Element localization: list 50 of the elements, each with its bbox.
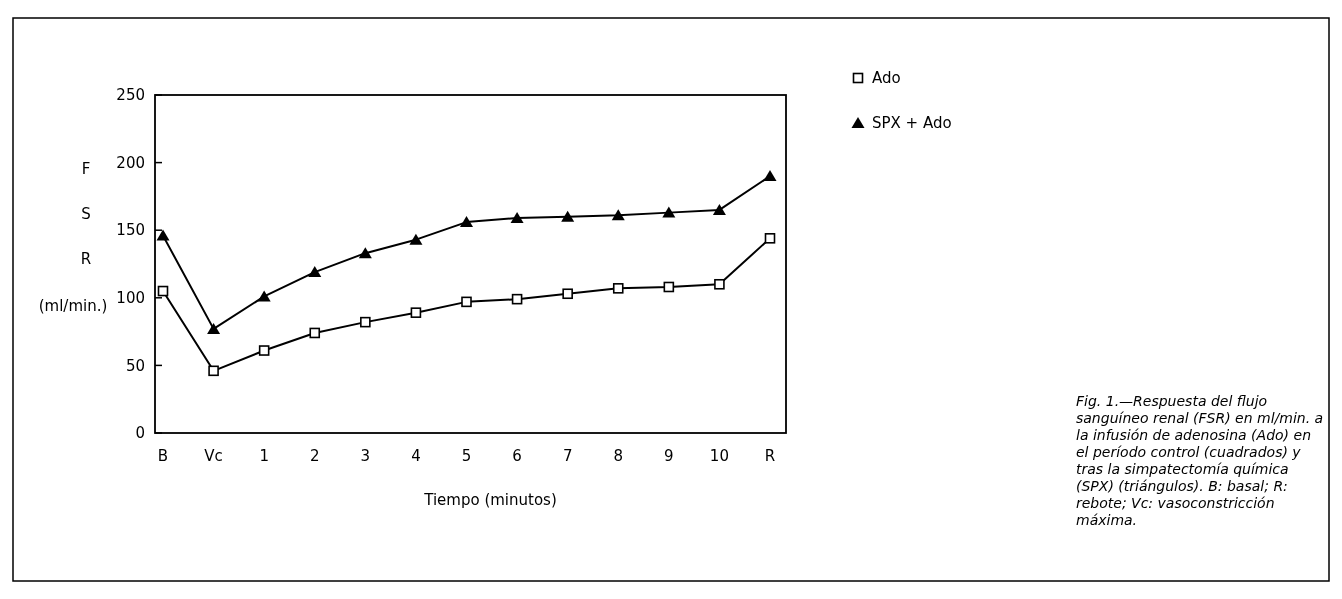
- caption: Fig. 1.—Respuesta del flujo sanguíneo renal (FSR) en ml/min. a la infusión de adenosina (Ado) en el período control (cuadrados) y tras la simpatectomía química (SPX) (triángulos). B: basal; R: rebote; Vc: vasoconstricción máxima.: [1076, 393, 1324, 528]
- point: [257, 290, 271, 302]
- x-tick-label: B: [157, 447, 169, 465]
- x-tick-label: 10: [709, 447, 729, 465]
- point: [511, 293, 523, 305]
- y-tick-label: 200: [116, 153, 145, 172]
- point: [611, 209, 625, 221]
- y-tick-label: 250: [116, 86, 145, 105]
- x-tick-label: 8: [613, 447, 624, 465]
- y-tick-label: 100: [116, 289, 145, 308]
- point: [208, 365, 219, 377]
- point: [258, 345, 270, 356]
- point: [714, 278, 725, 290]
- point: [562, 288, 573, 300]
- x-tick-label: 1: [259, 447, 269, 465]
- x-tick-label: R: [764, 447, 776, 465]
- point: [308, 266, 322, 278]
- point: [409, 233, 423, 245]
- x-axis-title: Tiempo (minutos): [423, 491, 557, 509]
- point: [561, 210, 575, 222]
- point: [157, 285, 169, 297]
- x-tick-label: 5: [461, 447, 472, 465]
- text: F S R (ml/min.): [38, 160, 108, 315]
- point: [156, 229, 170, 241]
- x-tick-label: 6: [512, 447, 522, 465]
- y-tick-label: 150: [116, 221, 145, 240]
- x-tick-label: 9: [664, 447, 674, 465]
- point: [712, 203, 726, 215]
- x-tick-label: 3: [360, 447, 371, 465]
- legend-label: Ado: [872, 69, 901, 88]
- y-tick-label: 0: [135, 424, 145, 443]
- point: [360, 316, 371, 328]
- x-tick-label: 2: [309, 447, 320, 465]
- point: [510, 212, 524, 224]
- x-tick-label: 7: [562, 447, 573, 465]
- x-tick-label: Vc: [204, 447, 223, 465]
- point: [763, 170, 777, 182]
- point: [460, 216, 473, 228]
- point: [358, 247, 372, 259]
- point: [207, 322, 221, 334]
- legend-label: SPX + Ado: [872, 114, 952, 133]
- x-tick-label: 4: [411, 447, 421, 465]
- point: [612, 283, 624, 294]
- point: [309, 327, 321, 339]
- point: [663, 281, 675, 293]
- point: [461, 296, 472, 308]
- point: [662, 206, 676, 218]
- y-tick-label: 50: [125, 356, 145, 375]
- point: [764, 233, 776, 244]
- point: [410, 307, 422, 318]
